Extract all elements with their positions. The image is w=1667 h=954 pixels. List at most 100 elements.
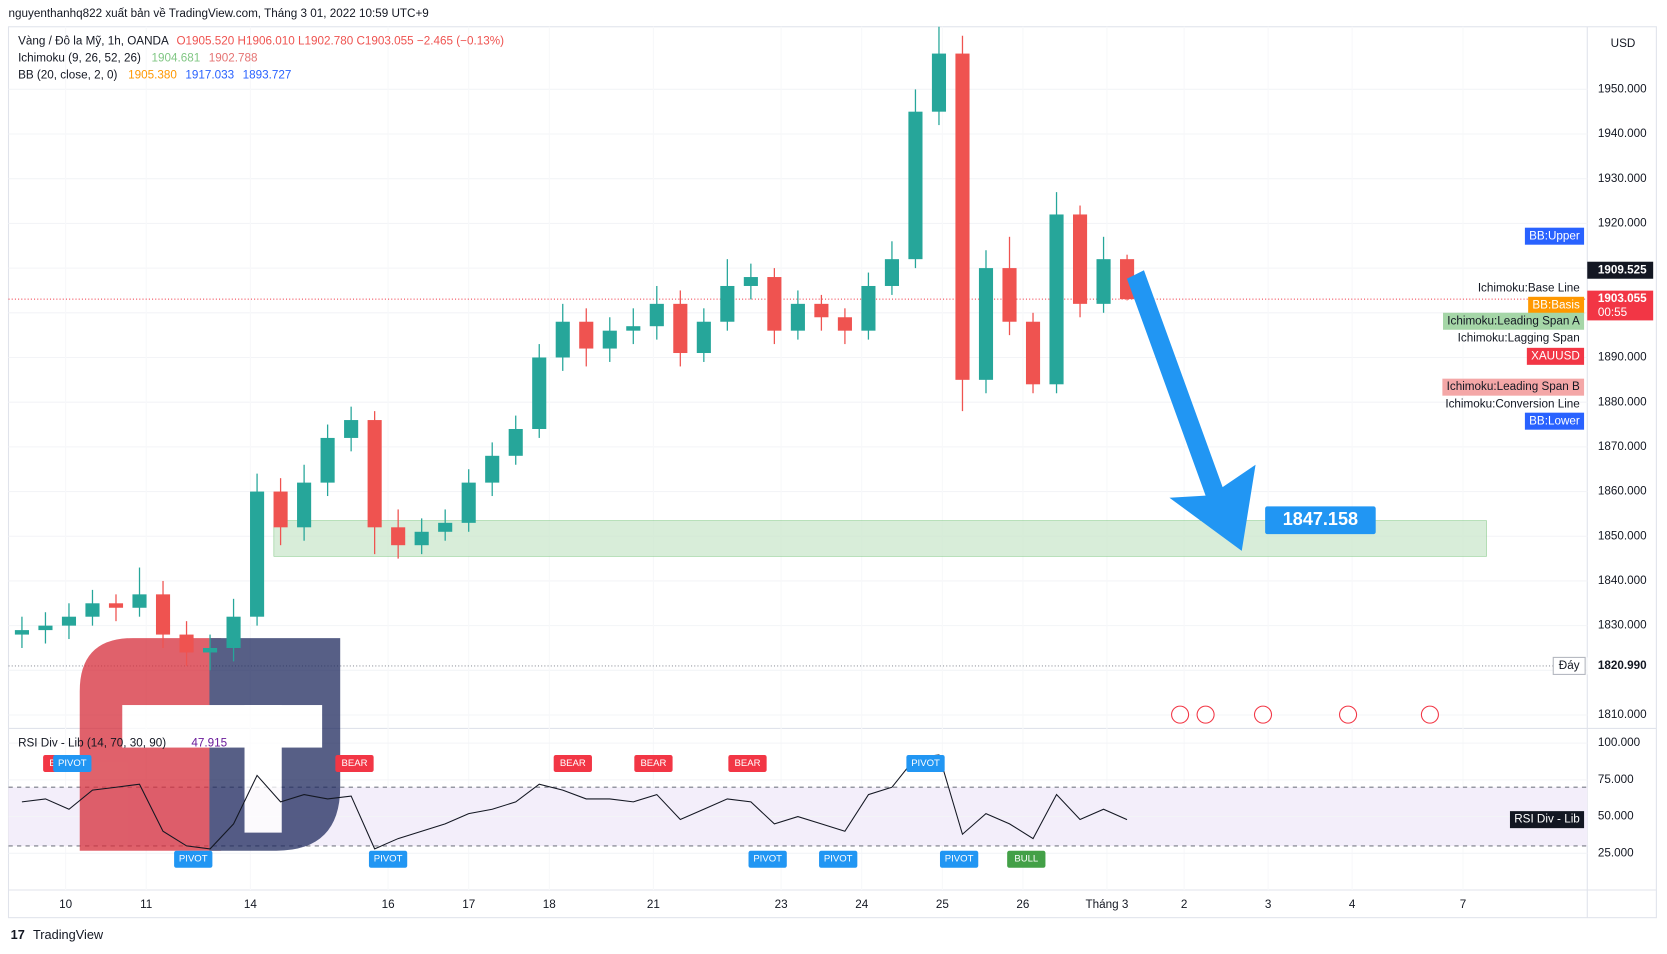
candle-body (837, 317, 852, 331)
legend-label: Ichimoku:Leading Span A (1447, 314, 1580, 327)
price-label: 1820.990 (1598, 659, 1647, 672)
event-icon (1196, 705, 1215, 724)
candle-body (955, 53, 970, 380)
candle-body (367, 420, 382, 528)
candle-body (532, 357, 547, 429)
signal-box (634, 755, 673, 773)
signal-label: PIVOT (753, 854, 782, 865)
y-tick-label: 1840.000 (1598, 574, 1647, 587)
candle-body (344, 420, 359, 438)
signal-box (748, 850, 787, 868)
candle-body (461, 482, 476, 523)
candle-body (485, 455, 500, 483)
candle-body (85, 603, 100, 617)
indicator-value: 1902.788 (209, 52, 258, 65)
candle-body (179, 634, 194, 653)
y-tick-label: 1880.000 (1598, 395, 1647, 408)
x-tick-label: 3 (1265, 898, 1272, 911)
ohlc: O1905.520 H1906.010 L1902.780 C1903.055 … (176, 35, 504, 48)
candle-body (391, 527, 406, 546)
target-label: 1847.158 (1283, 509, 1358, 529)
candle-body (767, 277, 782, 331)
signal-box (368, 850, 408, 868)
legend-box (1524, 412, 1585, 430)
x-tick-label: 7 (1460, 898, 1467, 911)
candle-body (673, 303, 688, 354)
y-tick-label: 1830.000 (1598, 619, 1647, 632)
legend-label: Ichimoku:Lagging Span (1458, 331, 1580, 344)
rsi-title: RSI Div - Lib (14, 70, 30, 90) (18, 736, 166, 749)
x-tick-label: 18 (543, 898, 556, 911)
legend-box (1526, 347, 1585, 365)
candle-body (414, 531, 429, 546)
signal-box (53, 755, 92, 773)
price-label-box (1587, 261, 1654, 279)
x-tick-label: 11 (140, 898, 152, 911)
candle-body (14, 630, 29, 635)
candle-body (978, 268, 994, 380)
candle-body (1096, 259, 1111, 304)
x-tick-label: 21 (647, 898, 660, 911)
y-tick-label: 1930.000 (1598, 172, 1647, 185)
symbol: Vàng / Đô la Mỹ, 1h, OANDA (18, 35, 169, 48)
currency: USD (1611, 37, 1636, 50)
indicator-value: 1904.681 (152, 52, 201, 65)
candle-body (1049, 214, 1064, 385)
y-tick-label: 1850.000 (1598, 529, 1647, 542)
attribution: nguyenthanhq822 xuất bản về TradingView.… (9, 7, 429, 20)
candle-body (438, 522, 453, 532)
x-tick-label: 24 (855, 898, 869, 911)
footer: TradingView (33, 927, 104, 942)
indicator-value: 1905.380 (128, 69, 177, 82)
y-tick-label: 75.000 (1598, 773, 1634, 786)
candle-body (320, 437, 335, 483)
legend-label: BB:Basis (1532, 298, 1580, 311)
watermark-logo (79, 638, 341, 851)
y-tick-label: 1810.000 (1598, 708, 1647, 721)
candle-body (1025, 321, 1041, 385)
target-box (1265, 506, 1376, 535)
candle-body (226, 616, 241, 648)
candle-body (132, 594, 147, 608)
x-tick-label: 10 (59, 898, 73, 911)
legend-label: Ichimoku:Base Line (1478, 281, 1580, 294)
candle-body (250, 491, 265, 617)
x-tick-label: 23 (775, 898, 788, 911)
legend-label: RSI Div - Lib (1514, 813, 1580, 826)
candle-body (743, 277, 758, 286)
x-tick-label: 2 (1181, 898, 1188, 911)
candle-body (908, 111, 923, 260)
back-layer (8, 26, 1588, 891)
candle-body (1072, 214, 1088, 304)
signal-box (906, 755, 945, 773)
candle-body (814, 303, 829, 318)
legend-box (1528, 296, 1585, 314)
candle-body (602, 330, 617, 349)
signal-label: BEAR (640, 758, 666, 769)
x-tick-label: 25 (936, 898, 949, 911)
candle-body (1002, 268, 1017, 322)
legend-box (1509, 811, 1585, 829)
y-tick-label: 50.000 (1598, 810, 1634, 823)
candle-body (61, 616, 77, 626)
event-icon (1420, 705, 1439, 724)
event-icon (1253, 705, 1273, 724)
x-tick-label: 16 (382, 898, 395, 911)
signal-box (1007, 850, 1046, 868)
x-tick-label: 14 (244, 898, 258, 911)
event-icons (1171, 705, 1439, 724)
forecast-arrow (1126, 270, 1256, 551)
x-tick-label: 26 (1016, 898, 1029, 911)
candle-body (555, 321, 570, 358)
y-tick-label: 1870.000 (1598, 440, 1647, 453)
ichimoku-title: Ichimoku (9, 26, 52, 26) (18, 52, 141, 65)
legend-box (1442, 378, 1585, 396)
x-tick-label: 17 (462, 898, 475, 911)
y-tick-label: 25.000 (1598, 846, 1634, 859)
signal-box (335, 755, 374, 773)
y-tick-label: 100.000 (1598, 736, 1641, 749)
signal-box (553, 755, 592, 773)
candle-body (790, 303, 805, 331)
frame (7, 26, 1657, 919)
